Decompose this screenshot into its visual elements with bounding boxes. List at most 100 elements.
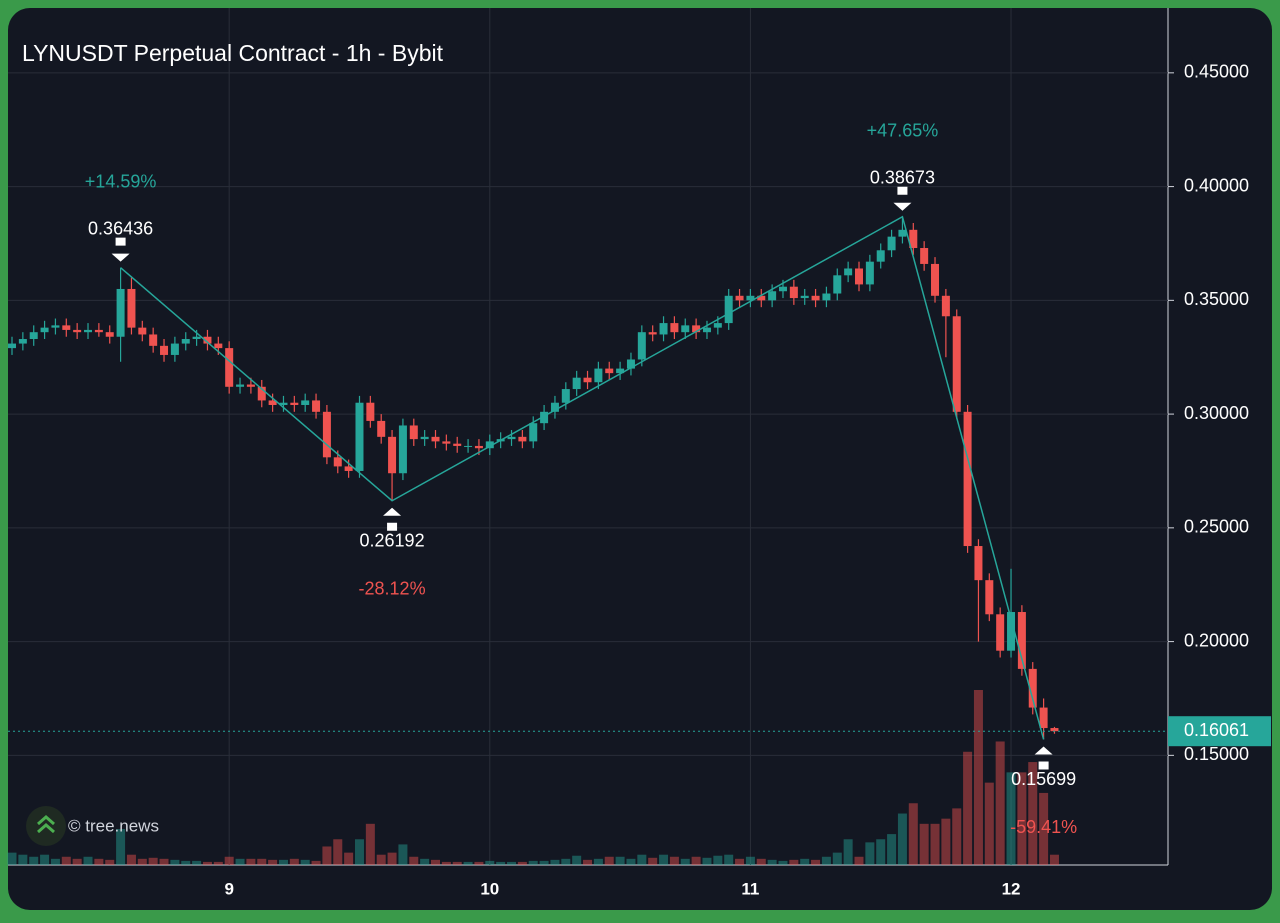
candle-body [974, 546, 983, 581]
x-tick-label: 12 [1002, 879, 1021, 898]
volume-bar [278, 859, 288, 865]
candle-body [377, 420, 386, 437]
candle-body [1028, 668, 1037, 708]
volume-bar [50, 858, 60, 865]
volume-bar [583, 859, 593, 865]
volume-bar [800, 858, 810, 865]
candle-body [279, 402, 288, 405]
volume-bar [984, 782, 994, 865]
volume-bar [604, 856, 614, 865]
volume-bar [669, 856, 679, 865]
candle-body [127, 288, 136, 328]
pivot-arrow [383, 507, 402, 531]
candle-body [529, 423, 538, 442]
candle-body [648, 332, 657, 335]
volume-bar [126, 854, 136, 865]
volume-bar [398, 844, 408, 865]
volume-bar [354, 839, 364, 865]
volume-bar [854, 856, 864, 865]
volume-bar [235, 858, 245, 865]
x-tick-label: 10 [480, 879, 499, 898]
candle-body [181, 339, 190, 344]
volume-bar [148, 857, 158, 865]
volume-bar [539, 860, 549, 865]
volume-bar [1039, 792, 1049, 865]
y-tick-label: 0.30000 [1184, 403, 1249, 423]
candle-body [149, 334, 158, 346]
volume-bar [919, 823, 929, 865]
volume-bar [409, 856, 419, 865]
volume-bar [18, 854, 28, 865]
candle-body [203, 336, 212, 344]
candle-body [40, 327, 49, 333]
x-tick-label: 11 [741, 879, 759, 898]
candle-body [855, 268, 864, 285]
candle-body [941, 295, 950, 317]
candle-body [702, 327, 711, 333]
volume-bar [452, 861, 462, 865]
volume-bar [1006, 772, 1016, 865]
volume-bar [691, 856, 701, 865]
volume-bar [952, 808, 962, 865]
candle-body [561, 389, 570, 403]
volume-bar [94, 858, 104, 865]
zigzag-line [120, 215, 1045, 740]
candle-body [355, 402, 364, 471]
candle-body [464, 445, 473, 447]
candle-body [550, 402, 559, 412]
volume-bar [724, 854, 734, 865]
volume-bar [572, 855, 582, 865]
volume-bar [995, 741, 1005, 865]
volume-layer [7, 690, 1059, 865]
candle-body [1017, 612, 1026, 669]
volume-bar [105, 859, 115, 865]
volume-bar [181, 860, 191, 865]
candle-body [800, 295, 809, 299]
candle-body [746, 295, 755, 301]
candle-body [225, 348, 234, 387]
volume-bar [517, 861, 527, 865]
logo-icon [37, 815, 55, 834]
candle-body [236, 384, 245, 387]
volume-bar [843, 839, 853, 865]
volume-bar [735, 858, 745, 865]
candle-body [637, 332, 646, 360]
volume-bar [1028, 762, 1038, 865]
candle-body [844, 268, 853, 276]
volume-bar [626, 858, 636, 865]
candle-body [312, 400, 321, 412]
volume-bar [615, 856, 625, 865]
volume-bar [1017, 772, 1027, 865]
candle-body [333, 457, 342, 467]
x-tick-label: 9 [224, 879, 233, 898]
candle-body [170, 343, 179, 355]
candle-body [605, 368, 614, 374]
volume-bar [322, 846, 332, 865]
volume-bar [441, 861, 451, 865]
candle-body [18, 339, 27, 344]
volume-bar [637, 854, 647, 865]
candle-body [485, 441, 494, 449]
candle-body [268, 400, 277, 405]
candle-body [73, 329, 82, 333]
volume-bar [387, 852, 397, 865]
watermark: © tree.news [68, 816, 159, 835]
volume-bar [344, 852, 354, 865]
candle-body [996, 614, 1005, 651]
volume-bar [40, 854, 50, 865]
volume-bar [224, 856, 234, 865]
candle-body [290, 402, 299, 405]
pivot-arrow [1034, 746, 1053, 770]
candle-body [735, 295, 744, 301]
candle-body [963, 411, 972, 547]
volume-bar [550, 859, 560, 865]
volume-bar [463, 861, 473, 865]
candle-body [616, 368, 625, 374]
candle-body [518, 436, 527, 442]
y-tick-label: 0.15000 [1184, 744, 1249, 764]
volume-bar [72, 858, 82, 865]
volume-bar [365, 823, 375, 865]
candle-body [833, 275, 842, 294]
last-price-label: 0.16061 [1184, 720, 1249, 740]
